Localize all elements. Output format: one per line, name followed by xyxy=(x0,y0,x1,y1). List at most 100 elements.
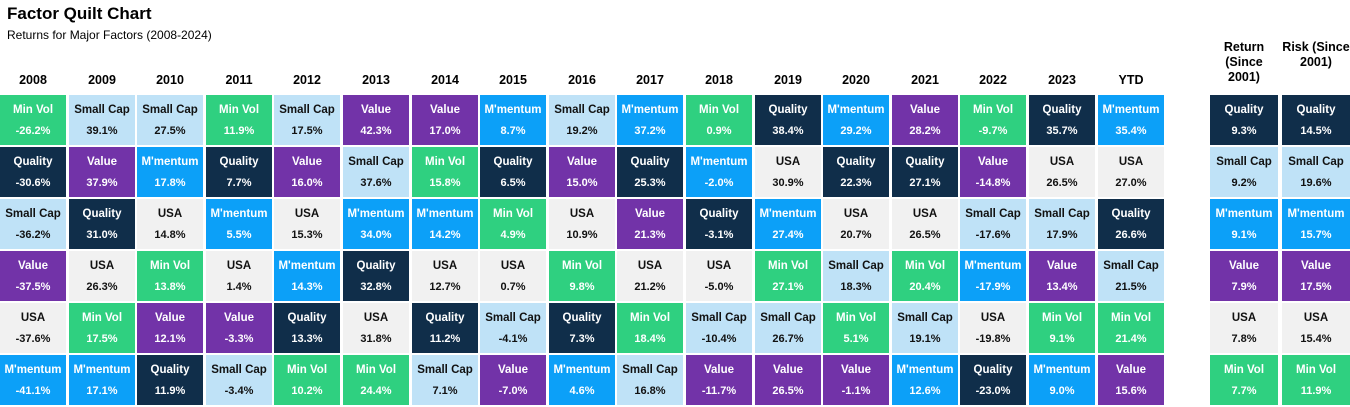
quilt-cell-quality: Quality -3.1% xyxy=(686,199,752,249)
quilt-cell-min-vol: Min Vol 11.9% xyxy=(206,95,272,145)
factor-label: USA xyxy=(226,260,252,272)
quilt-cell-min-vol: Min Vol -9.7% xyxy=(960,95,1026,145)
quilt-cell-small-cap: Small Cap 16.8% xyxy=(617,355,683,405)
quilt-cell-usa: USA 27.0% xyxy=(1098,147,1164,197)
return-value: 27.1% xyxy=(772,281,804,293)
factor-label: Min Vol xyxy=(767,260,809,272)
quilt-cell-value: Value 28.2% xyxy=(892,95,958,145)
factor-label: M'mentum xyxy=(73,364,131,376)
return-value: -7.0% xyxy=(498,385,528,397)
return-value: 4.9% xyxy=(500,229,526,241)
quilt-cell-small-cap: Small Cap -4.1% xyxy=(480,303,546,353)
factor-label: Small Cap xyxy=(74,104,130,116)
factor-label: M'mentum xyxy=(1287,208,1345,220)
return-value: -5.0% xyxy=(704,281,734,293)
summary-header: Risk (Since 2001) xyxy=(1282,40,1350,69)
return-value: 31.0% xyxy=(86,229,118,241)
factor-label: Quality xyxy=(425,312,465,324)
return-value: 26.5% xyxy=(909,229,941,241)
factor-label: Value xyxy=(497,364,529,376)
return-value: -1.1% xyxy=(841,385,871,397)
return-value: 14.3% xyxy=(291,281,323,293)
return-value: 26.5% xyxy=(772,385,804,397)
factor-label: Min Vol xyxy=(1223,364,1265,376)
factor-label: Small Cap xyxy=(417,364,473,376)
year-column-2016: 2016 Small Cap 19.2% Value 15.0% USA 10.9% Min … xyxy=(549,73,615,407)
quilt-cell-m-mentum: M'mentum -41.1% xyxy=(0,355,66,405)
return-value: 5.5% xyxy=(226,229,252,241)
return-value: 6.5% xyxy=(500,177,526,189)
return-value: 17.0% xyxy=(429,125,461,137)
factor-label: M'mentum xyxy=(896,364,954,376)
quilt-cell-quality: Quality 6.5% xyxy=(480,147,546,197)
return-value: 14.5% xyxy=(1300,125,1332,137)
quilt-cell-small-cap: Small Cap 17.9% xyxy=(1029,199,1095,249)
summary-column-return-since-2001: Return (Since 2001) Quality 9.3% Small Cap 9… xyxy=(1210,40,1278,407)
quilt-cell-quality: Quality 26.6% xyxy=(1098,199,1164,249)
factor-label: USA xyxy=(706,260,732,272)
return-value: -3.4% xyxy=(224,385,254,397)
return-value: -41.1% xyxy=(15,385,51,397)
quilt-cell-small-cap: Small Cap 9.2% xyxy=(1210,147,1278,197)
year-header: 2019 xyxy=(774,73,802,87)
return-value: 30.9% xyxy=(772,177,804,189)
return-value: 26.3% xyxy=(86,281,118,293)
return-value: 12.6% xyxy=(909,385,941,397)
year-header: 2014 xyxy=(431,73,459,87)
quilt-cell-m-mentum: M'mentum 9.0% xyxy=(1029,355,1095,405)
quilt-cell-min-vol: Min Vol 9.1% xyxy=(1029,303,1095,353)
factor-label: Min Vol xyxy=(81,312,123,324)
quilt-cell-value: Value -7.0% xyxy=(480,355,546,405)
factor-label: USA xyxy=(569,208,595,220)
factor-label: Quality xyxy=(13,156,53,168)
year-column-2015: 2015 M'mentum 8.7% Quality 6.5% Min Vol 4.9% US… xyxy=(480,73,546,407)
factor-label: Small Cap xyxy=(622,364,678,376)
return-value: 15.8% xyxy=(429,177,461,189)
factor-label: Value xyxy=(360,104,392,116)
factor-label: USA xyxy=(912,208,938,220)
quilt-cell-small-cap: Small Cap 17.5% xyxy=(274,95,340,145)
return-value: 9.3% xyxy=(1231,125,1257,137)
factor-label: Min Vol xyxy=(561,260,603,272)
return-value: -26.2% xyxy=(15,125,51,137)
return-value: 13.3% xyxy=(291,333,323,345)
return-value: 15.4% xyxy=(1300,333,1332,345)
return-value: 27.4% xyxy=(772,229,804,241)
factor-label: Quality xyxy=(1042,104,1082,116)
factor-label: USA xyxy=(1049,156,1075,168)
year-column-2018: 2018 Min Vol 0.9% M'mentum -2.0% Quality -3.1%… xyxy=(686,73,752,407)
factor-label: Value xyxy=(909,104,941,116)
quilt-cell-value: Value -3.3% xyxy=(206,303,272,353)
return-value: 15.3% xyxy=(291,229,323,241)
quilt-cell-value: Value 37.9% xyxy=(69,147,135,197)
factor-label: M'mentum xyxy=(210,208,268,220)
quilt-cell-usa: USA 20.7% xyxy=(823,199,889,249)
return-value: 18.4% xyxy=(634,333,666,345)
return-value: 5.1% xyxy=(843,333,869,345)
quilt-cell-value: Value 7.9% xyxy=(1210,251,1278,301)
factor-label: Quality xyxy=(1296,104,1336,116)
factor-label: M'mentum xyxy=(964,260,1022,272)
quilt-cell-value: Value 15.0% xyxy=(549,147,615,197)
quilt-cell-usa: USA 10.9% xyxy=(549,199,615,249)
factor-label: Quality xyxy=(356,260,396,272)
quilt-cell-usa: USA 7.8% xyxy=(1210,303,1278,353)
quilt-cell-min-vol: Min Vol 5.1% xyxy=(823,303,889,353)
factor-label: Min Vol xyxy=(492,208,534,220)
year-header: YTD xyxy=(1118,73,1144,87)
quilt-cell-small-cap: Small Cap 37.6% xyxy=(343,147,409,197)
return-value: 7.9% xyxy=(1231,281,1257,293)
return-value: 17.5% xyxy=(86,333,118,345)
factor-label: Value xyxy=(634,208,666,220)
factor-label: Quality xyxy=(493,156,533,168)
return-value: 7.7% xyxy=(226,177,252,189)
quilt-cell-min-vol: Min Vol 4.9% xyxy=(480,199,546,249)
return-value: 17.5% xyxy=(1300,281,1332,293)
quilt-cell-min-vol: Min Vol 9.8% xyxy=(549,251,615,301)
quilt-cell-quality: Quality -30.6% xyxy=(0,147,66,197)
return-value: -30.6% xyxy=(15,177,51,189)
quilt-cell-m-mentum: M'mentum 5.5% xyxy=(206,199,272,249)
factor-label: Quality xyxy=(562,312,602,324)
quilt-cell-min-vol: Min Vol 15.8% xyxy=(412,147,478,197)
factor-label: Min Vol xyxy=(12,104,54,116)
